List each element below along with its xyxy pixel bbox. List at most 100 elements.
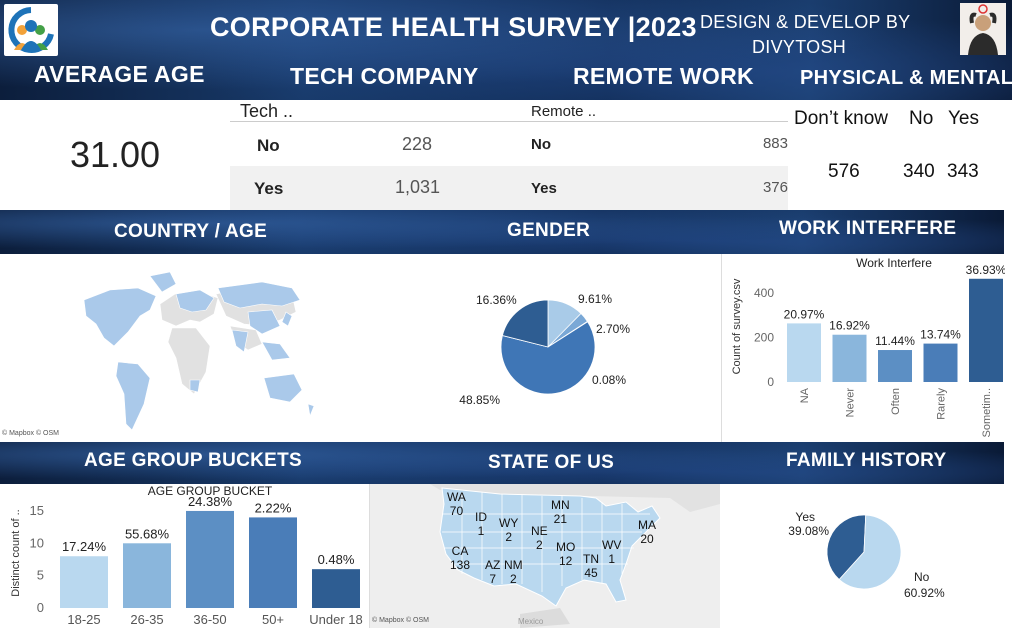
mexico-label: Mexico xyxy=(518,617,544,626)
map-credit: © Mapbox © OSM xyxy=(2,430,59,437)
tech-row-yes-value: 1,031 xyxy=(395,177,441,197)
work-interfere-ytick-200: 200 xyxy=(754,331,774,345)
age-group-ytick-10: 10 xyxy=(30,535,44,550)
work-interfere-category-2: Often xyxy=(890,388,902,415)
remote-table-header: Remote .. xyxy=(531,103,597,120)
gender-pie-label-4: 16.36% xyxy=(476,293,517,307)
work-interfere-data-label-0: 20.97% xyxy=(784,307,825,321)
company-logo xyxy=(4,4,58,56)
age-group-data-label-4: 0.48% xyxy=(318,552,355,567)
credit-line-1: DESIGN & DEVELOP BY xyxy=(700,12,911,32)
family-history-panel: Yes 39.08% No 60.92% xyxy=(720,484,1004,628)
work-interfere-category-3: Rarely xyxy=(936,388,948,420)
age-group-bar-0 xyxy=(60,556,108,608)
family-history-pie-slice-0 xyxy=(826,514,867,581)
us-state-wv: WV 1 xyxy=(602,538,622,566)
age-group-category-3: 50+ xyxy=(262,612,284,627)
bottom-banner xyxy=(0,442,1004,484)
stressed-person-icon xyxy=(960,3,1006,55)
gender-pie-label-0: 9.61% xyxy=(578,292,612,306)
us-state-mo: MO 12 xyxy=(556,540,576,568)
page-title: CORPORATE HEALTH SURVEY |2023 xyxy=(210,12,697,42)
work-interfere-heading: WORK INTERFERE xyxy=(779,218,957,239)
age-group-bar-2 xyxy=(186,510,234,608)
work-interfere-data-label-3: 13.74% xyxy=(920,328,961,342)
russia-asia xyxy=(217,281,301,309)
work-interfere-category-1: Never xyxy=(845,388,857,418)
india xyxy=(231,329,249,353)
age-group-bar-3 xyxy=(249,517,297,608)
age-group-category-1: 26-35 xyxy=(130,612,163,627)
remote-row-no-value: 883 xyxy=(762,135,788,152)
gender-pie-slice-4 xyxy=(501,299,549,348)
gender-heading: GENDER xyxy=(507,220,591,241)
work-interfere-title: Work Interfere xyxy=(856,256,932,270)
age-group-ytick-0: 0 xyxy=(37,600,44,615)
age-group-ytick-15: 15 xyxy=(30,503,44,518)
us-map: WA 70 ID 1 WY 2 NE 2 MN 21 MA 20 CA 138 AZ 7 NM 2… xyxy=(370,484,720,628)
family-history-label-yes: Yes xyxy=(795,510,815,524)
japan xyxy=(281,311,293,327)
work-interfere-category-0: NA xyxy=(799,387,811,403)
remote-row-yes-value: 376 xyxy=(762,179,788,196)
age-group-ytick-5: 5 xyxy=(37,568,44,583)
south-africa xyxy=(189,379,201,393)
us-state-wy: WY 2 xyxy=(499,516,519,544)
gender-pie-label-3: 48.85% xyxy=(459,393,500,407)
age-group-category-0: 18-25 xyxy=(67,612,100,627)
age-group-panel: AGE GROUP BUCKET Distinct count of .. 0 5 10… xyxy=(0,484,370,628)
southeast-asia xyxy=(261,341,291,361)
pm-value-yes: 343 xyxy=(947,161,979,182)
remote-row-no-label: No xyxy=(531,136,551,153)
age-group-category-2: 36-50 xyxy=(193,612,226,627)
tech-row-no-value: 228 xyxy=(402,134,433,154)
us-map-credit: © Mapbox © OSM xyxy=(372,617,429,624)
country-age-heading: COUNTRY / AGE xyxy=(114,221,268,242)
average-age-value: 31.00 xyxy=(0,100,230,210)
work-interfere-ytick-0: 0 xyxy=(767,375,774,389)
us-state-ca: CA 138 xyxy=(450,544,471,572)
work-interfere-bar-3 xyxy=(923,343,958,382)
remote-table: Remote .. No 883 Yes 376 xyxy=(522,100,788,210)
china xyxy=(247,309,281,335)
tech-table: Tech .. No 228 Yes 1,031 xyxy=(230,100,522,210)
work-interfere-category-4: Sometim.. xyxy=(981,388,993,438)
age-group-heading: AGE GROUP BUCKETS xyxy=(84,450,302,471)
tech-table-header: Tech .. xyxy=(240,101,294,121)
us-state-mn: MN 21 xyxy=(551,498,570,526)
physical-mental-table: Don’t know No Yes 576 340 343 xyxy=(788,100,1012,210)
pm-header-no: No xyxy=(909,108,934,129)
work-interfere-data-label-2: 11.44% xyxy=(875,334,915,348)
family-history-pct-yes: 39.08% xyxy=(788,524,829,538)
tech-row-no-label: No xyxy=(257,136,280,155)
tech-row-yes-label: Yes xyxy=(254,179,284,198)
us-state-ma: MA 20 xyxy=(638,518,656,546)
age-group-category-4: Under 18 xyxy=(309,612,362,627)
remote-work-heading: REMOTE WORK xyxy=(573,63,754,89)
remote-row-yes-label: Yes xyxy=(531,180,557,197)
south-america xyxy=(115,361,151,431)
mid-banner xyxy=(0,210,1004,254)
pm-value-dontknow: 576 xyxy=(828,161,860,182)
age-group-bar-1 xyxy=(123,543,171,608)
greenland xyxy=(149,271,177,293)
gender-pie-label-2: 0.08% xyxy=(592,373,626,387)
europe xyxy=(175,289,215,313)
us-state-nm: NM 2 xyxy=(504,558,523,586)
top-banner xyxy=(0,0,1012,100)
us-state-id: ID 1 xyxy=(475,510,487,538)
work-interfere-bar-0 xyxy=(787,323,821,382)
age-group-bar-4 xyxy=(312,569,360,608)
us-state-az: AZ 7 xyxy=(485,558,501,586)
us-state-tn: TN 45 xyxy=(583,552,599,580)
north-america xyxy=(83,287,157,347)
work-interfere-panel: Work Interfere Count of survey.csv 0 200 400… xyxy=(721,254,1007,442)
pm-header-dontknow: Don’t know xyxy=(794,108,888,129)
physical-mental-heading: PHYSICAL & MENTAL xyxy=(800,67,1012,89)
us-mainland xyxy=(439,487,661,607)
work-interfere-bar-2 xyxy=(878,350,912,382)
work-interfere-data-label-1: 16.92% xyxy=(829,319,870,333)
family-history-label-no: No xyxy=(914,570,930,584)
work-interfere-ylabel: Count of survey.csv xyxy=(731,278,743,374)
gender-pie-label-1: 2.70% xyxy=(596,322,630,336)
